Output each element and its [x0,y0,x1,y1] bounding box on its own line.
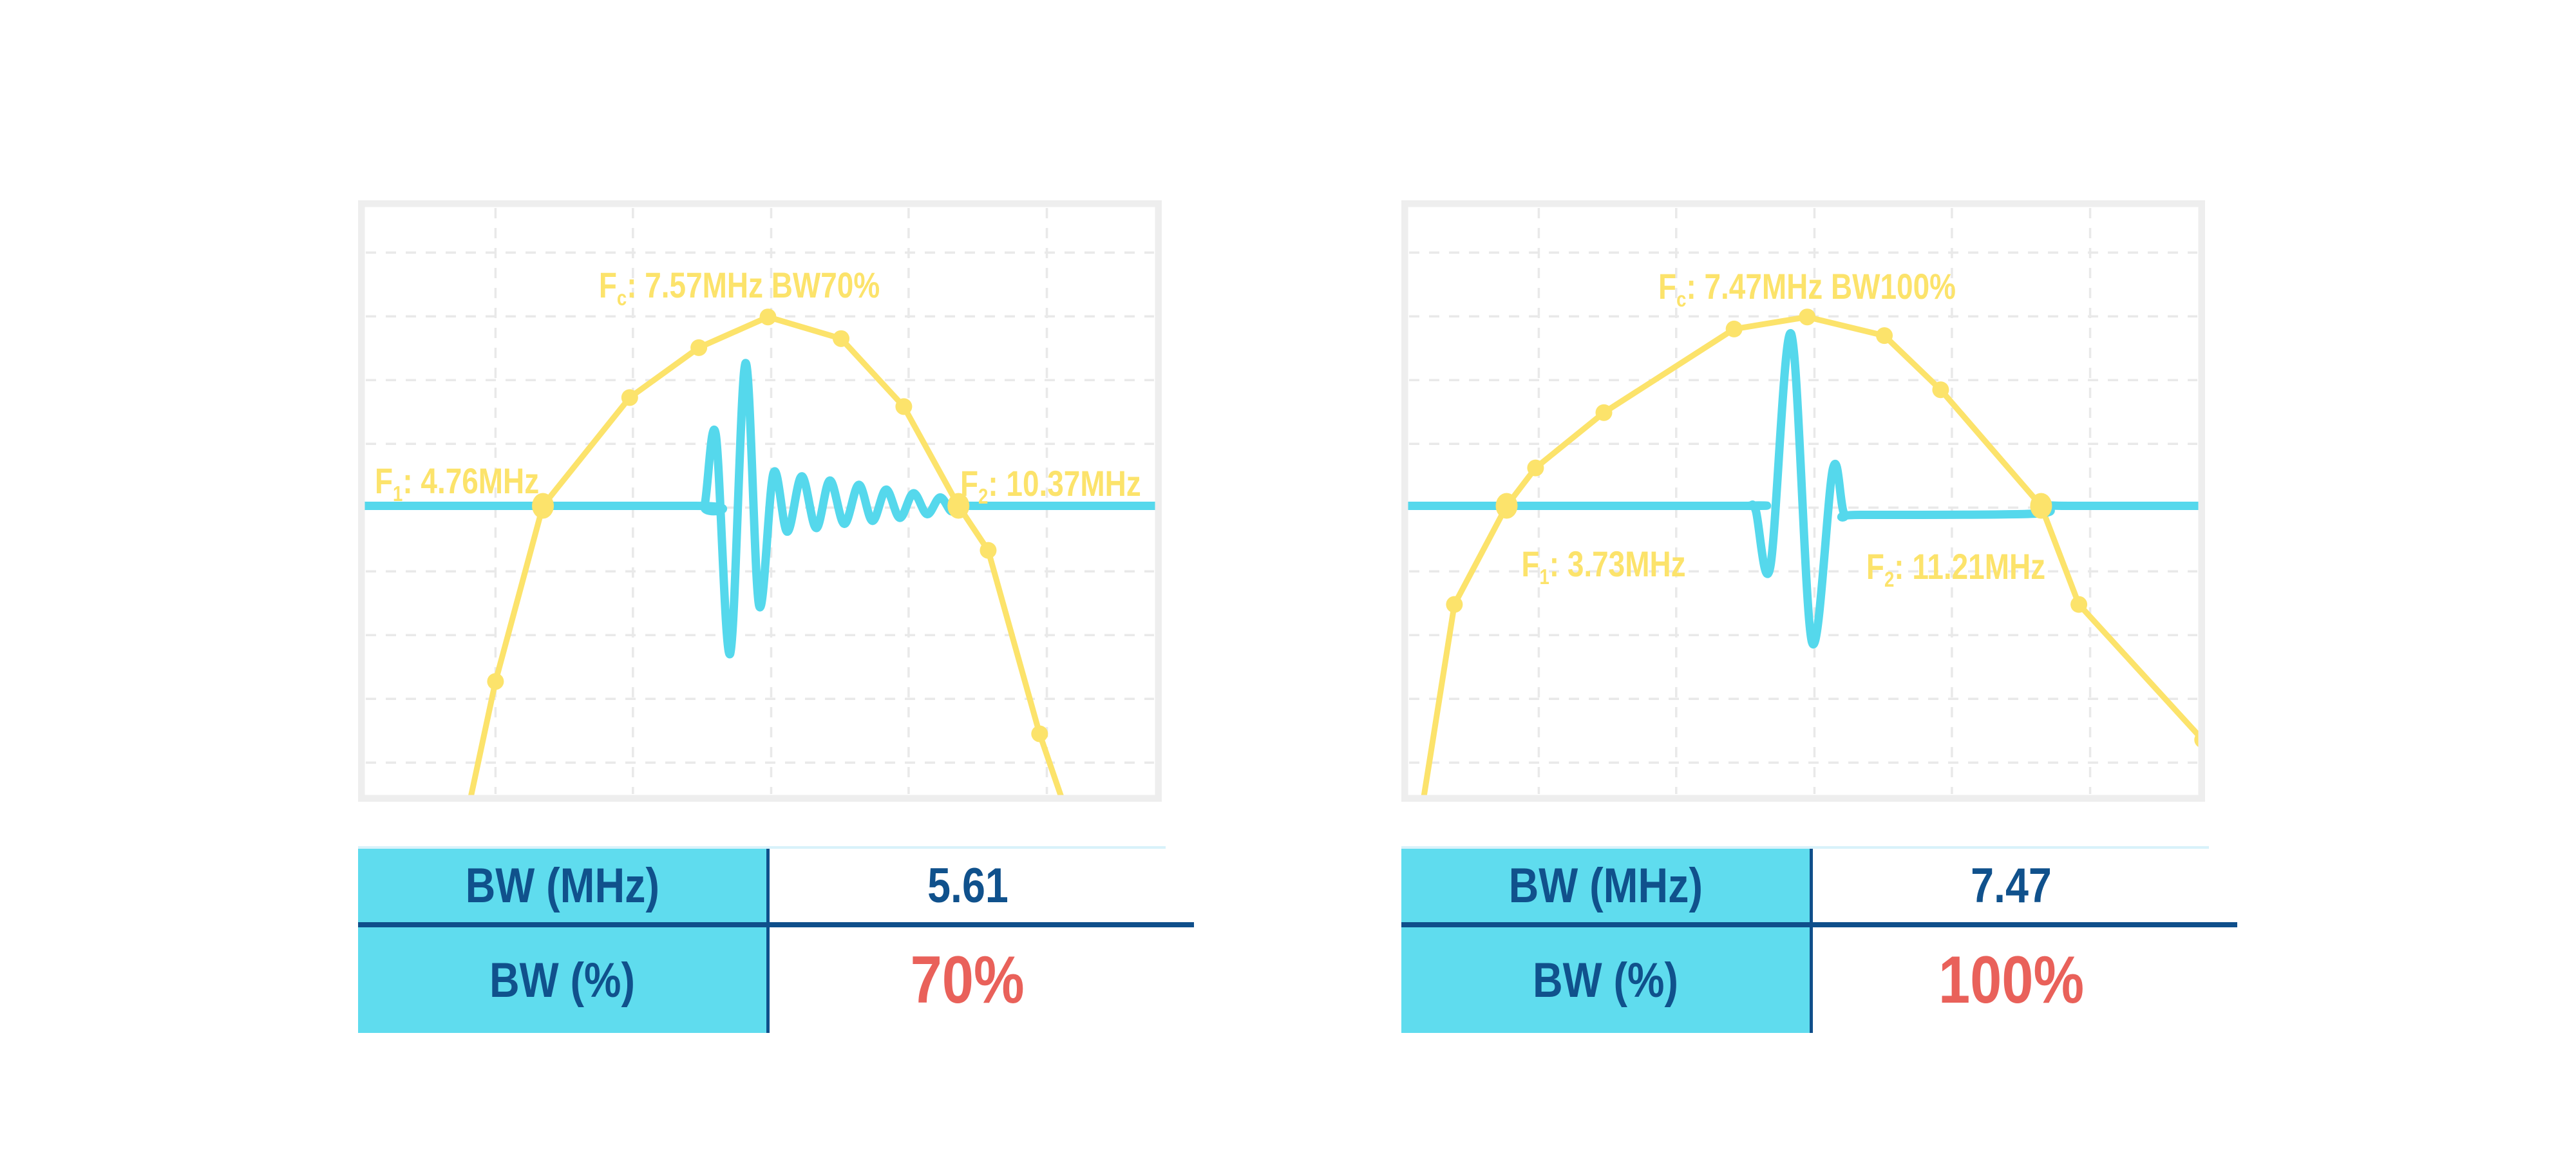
bandwidth-edge-marker [1495,493,1518,519]
data-point-marker [621,389,638,406]
f1-symbol: F [375,460,393,501]
data-point-marker [1527,459,1544,477]
f1-annotation: F1: 3.73MHz [1503,544,1703,589]
fc-value-text: : 7.47MHz BW100% [1686,266,1956,307]
fc-annotation: Fc: 7.47MHz BW100% [1625,266,1988,311]
f2-value-text: : 11.21MHz [1894,546,2046,587]
data-point-marker [759,308,777,326]
data-point-marker [1725,320,1743,337]
data-point-marker [895,398,913,415]
bandwidth-edge-marker [947,493,970,519]
f1-symbol: F [1521,544,1540,584]
bw-pct-label: BW (%) [489,952,636,1008]
table-row-divider [358,922,1194,927]
data-point-marker [2070,596,2088,613]
fc-annotation: Fc: 7.57MHz BW70% [568,265,911,310]
bw-mhz-value-cell: 5.61 [770,849,1166,922]
chart-border [1401,200,2205,802]
data-point-marker [1799,308,1816,326]
data-point-marker [1446,596,1463,613]
data-point-marker [1595,404,1613,421]
bw-pct-value-cell: 70% [770,927,1166,1033]
fc-subscript: c [1676,288,1687,312]
table-column-divider [1810,849,1813,1033]
data-point-marker [980,542,997,559]
f1-annotation: F1: 4.76MHz [375,460,575,506]
f1-value-text: : 3.73MHz [1549,544,1686,584]
f2-value-text: : 10.37MHz [988,463,1141,504]
bw-mhz-label-cell: BW (MHz) [1401,849,1810,922]
bw-pct-label: BW (%) [1532,952,1679,1008]
bw-table-100pct: BW (MHz) 7.47 BW (%) 100% [1401,846,2237,1033]
bw-pct-value: 70% [911,942,1025,1017]
table-column-divider [766,849,770,1033]
bw-mhz-value: 7.47 [1970,858,2052,913]
bw-mhz-label-cell: BW (MHz) [358,849,766,922]
chart-plot-100pct [1401,200,2205,802]
f2-subscript: 2 [978,485,989,509]
f2-subscript: 2 [1884,568,1895,592]
bw-mhz-label: BW (MHz) [1508,858,1703,913]
f1-value-text: : 4.76MHz [402,460,540,501]
bw-mhz-value: 5.61 [927,858,1009,913]
fc-symbol: F [598,265,617,305]
f2-symbol: F [1866,546,1884,587]
bw-table-70pct: BW (MHz) 5.61 BW (%) 70% [358,846,1194,1033]
data-point-marker [1031,725,1048,743]
spectrum-curve [467,314,1066,802]
data-point-marker [690,339,708,356]
bandwidth-edge-marker [2030,493,2052,519]
bw-mhz-value-cell: 7.47 [1813,849,2209,922]
table-row-divider [1401,922,2237,927]
data-point-marker [1932,381,1949,399]
bw-pct-value: 100% [1938,942,2084,1017]
fc-symbol: F [1658,266,1677,307]
data-point-marker [487,673,504,690]
fc-subscript: c [616,287,627,311]
bw-pct-label-cell: BW (%) [358,927,766,1033]
fc-value-text: : 7.57MHz BW70% [627,265,880,305]
chart-border [358,200,1162,802]
bandwidth-chart-100pct: Fc: 7.47MHz BW100% F1: 3.73MHz F2: 11.21… [1401,200,2205,802]
f1-subscript: 1 [1539,565,1549,590]
pulse-waveform [358,359,1162,658]
data-point-marker [833,330,850,347]
bw-mhz-label: BW (MHz) [465,858,659,913]
bw-pct-label-cell: BW (%) [1401,927,1810,1033]
f2-annotation: F2: 11.21MHz [1846,546,2065,591]
bw-pct-value-cell: 100% [1813,927,2209,1033]
f2-annotation: F2: 10.37MHz [960,463,1180,508]
bandwidth-edge-marker [532,493,554,519]
f2-symbol: F [960,463,979,504]
f1-subscript: 1 [393,482,403,507]
bandwidth-chart-70pct: Fc: 7.57MHz BW70% F1: 4.76MHz F2: 10.37M… [358,200,1162,802]
data-point-marker [1876,327,1893,345]
spectrum-curve [1420,314,2205,802]
chart-plot-70pct [358,200,1162,802]
